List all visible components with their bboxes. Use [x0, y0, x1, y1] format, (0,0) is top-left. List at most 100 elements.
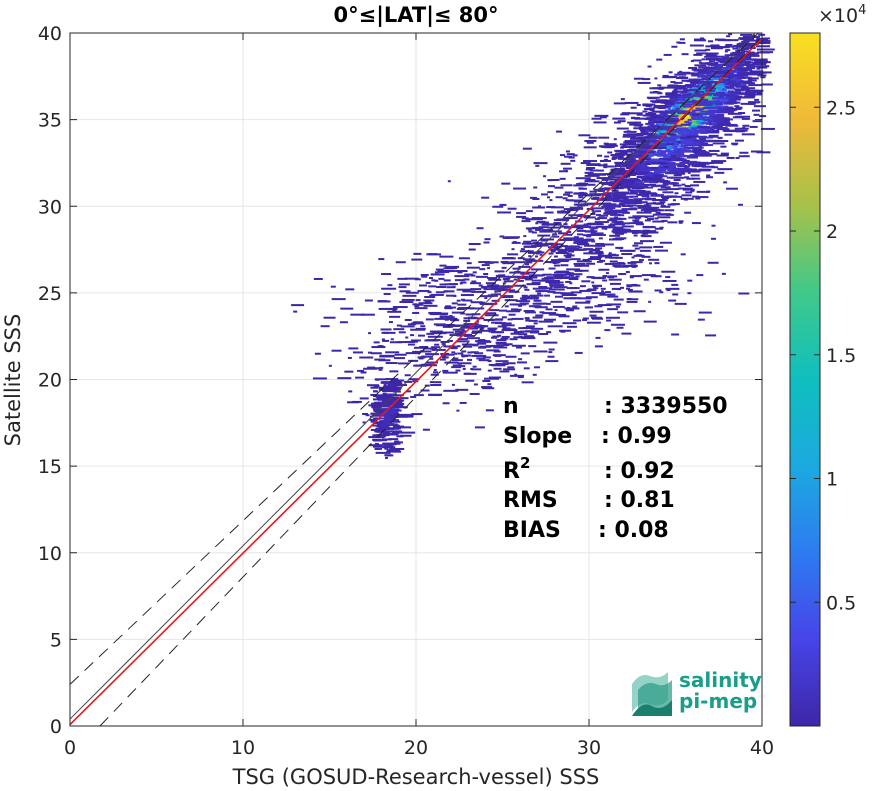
density-cell: [604, 155, 610, 158]
density-cell: [410, 339, 421, 342]
density-cell: [670, 170, 683, 173]
density-cell: [714, 65, 724, 68]
density-cell: [373, 390, 379, 393]
density-cell: [660, 144, 672, 147]
density-cell: [633, 242, 643, 245]
density-cell: [503, 328, 517, 331]
density-cell: [421, 363, 435, 366]
density-cell: [502, 362, 516, 365]
density-cell: [379, 366, 384, 369]
stat-r2-base: R: [503, 459, 520, 484]
density-cell: [655, 130, 662, 133]
density-cell: [705, 45, 716, 48]
density-cell: [595, 336, 601, 339]
density-cell: [473, 323, 479, 326]
density-cell: [691, 128, 695, 131]
density-cell: [594, 221, 601, 224]
density-cell: [455, 369, 461, 372]
density-cell: [676, 121, 688, 124]
density-cell: [373, 385, 380, 388]
density-cell: [538, 333, 549, 336]
density-cell: [370, 393, 378, 396]
density-cell: [630, 106, 637, 109]
density-cell: [563, 237, 579, 240]
density-cell: [435, 291, 445, 294]
density-cell: [664, 209, 675, 212]
density-cell: [651, 162, 664, 165]
density-cell: [652, 201, 656, 204]
density-cell: [478, 284, 483, 287]
density-cell: [543, 175, 547, 178]
density-cell: [492, 205, 504, 208]
density-cell: [727, 54, 742, 57]
density-cell: [658, 199, 668, 202]
density-cell: [630, 117, 640, 120]
density-cell: [398, 331, 406, 334]
density-cell: [662, 183, 669, 186]
density-cell: [370, 420, 378, 423]
density-cell: [495, 341, 507, 344]
density-cell: [399, 397, 409, 400]
density-cell: [614, 164, 621, 167]
density-cell: [734, 105, 740, 108]
density-cell: [672, 142, 677, 145]
density-cell: [386, 408, 400, 411]
density-cell: [564, 307, 580, 310]
stats-block: n : 3339550 Slope : 0.99 R2 : 0.92 RMS :…: [503, 394, 728, 543]
density-cell: [564, 191, 573, 194]
density-cell: [580, 162, 591, 165]
density-cell: [728, 33, 733, 36]
density-cell: [471, 330, 480, 333]
density-cell: [715, 109, 730, 112]
density-cell: [419, 345, 429, 348]
density-cell: [621, 182, 627, 185]
density-cell: [680, 150, 692, 153]
density-cell: [488, 328, 497, 331]
density-cell: [759, 42, 767, 45]
density-cell: [698, 74, 713, 77]
density-cell: [615, 237, 627, 240]
density-cell: [559, 260, 569, 263]
density-cell: [621, 112, 630, 115]
density-cell: [632, 145, 642, 148]
density-cell: [561, 294, 577, 297]
density-cell: [753, 113, 760, 116]
density-cell: [715, 140, 729, 143]
density-cell: [503, 368, 516, 371]
density-cell: [604, 143, 617, 146]
density-cell: [701, 116, 713, 119]
density-cell: [570, 214, 574, 217]
colorbar-tick-label: 2: [826, 221, 838, 243]
density-cell: [392, 409, 402, 412]
density-cell: [594, 218, 600, 221]
density-cell: [616, 288, 621, 291]
density-cell: [394, 353, 407, 356]
density-cell: [620, 98, 625, 101]
density-cell: [495, 360, 509, 363]
density-cell: [705, 48, 711, 51]
stat-n-name: n: [503, 394, 519, 419]
density-cell: [693, 78, 704, 81]
density-cell: [370, 352, 382, 355]
density-cell: [577, 243, 590, 246]
density-cell: [726, 187, 739, 190]
density-cell: [739, 82, 754, 85]
density-cell: [579, 285, 586, 288]
density-cell: [378, 433, 390, 436]
density-cell: [378, 425, 387, 428]
x-tick-label: 10: [231, 737, 255, 759]
density-cell: [507, 318, 513, 321]
density-cell: [723, 39, 739, 42]
density-cell: [684, 176, 690, 179]
density-cell: [384, 447, 389, 450]
density-cell: [595, 247, 603, 250]
density-cell: [454, 352, 458, 355]
density-cell: [688, 126, 695, 129]
density-cell: [688, 78, 699, 81]
density-cell: [694, 64, 707, 67]
density-cell: [403, 431, 416, 434]
density-cell: [445, 265, 460, 268]
density-cell: [621, 205, 633, 208]
density-cell: [535, 314, 544, 317]
density-cell: [685, 191, 693, 194]
